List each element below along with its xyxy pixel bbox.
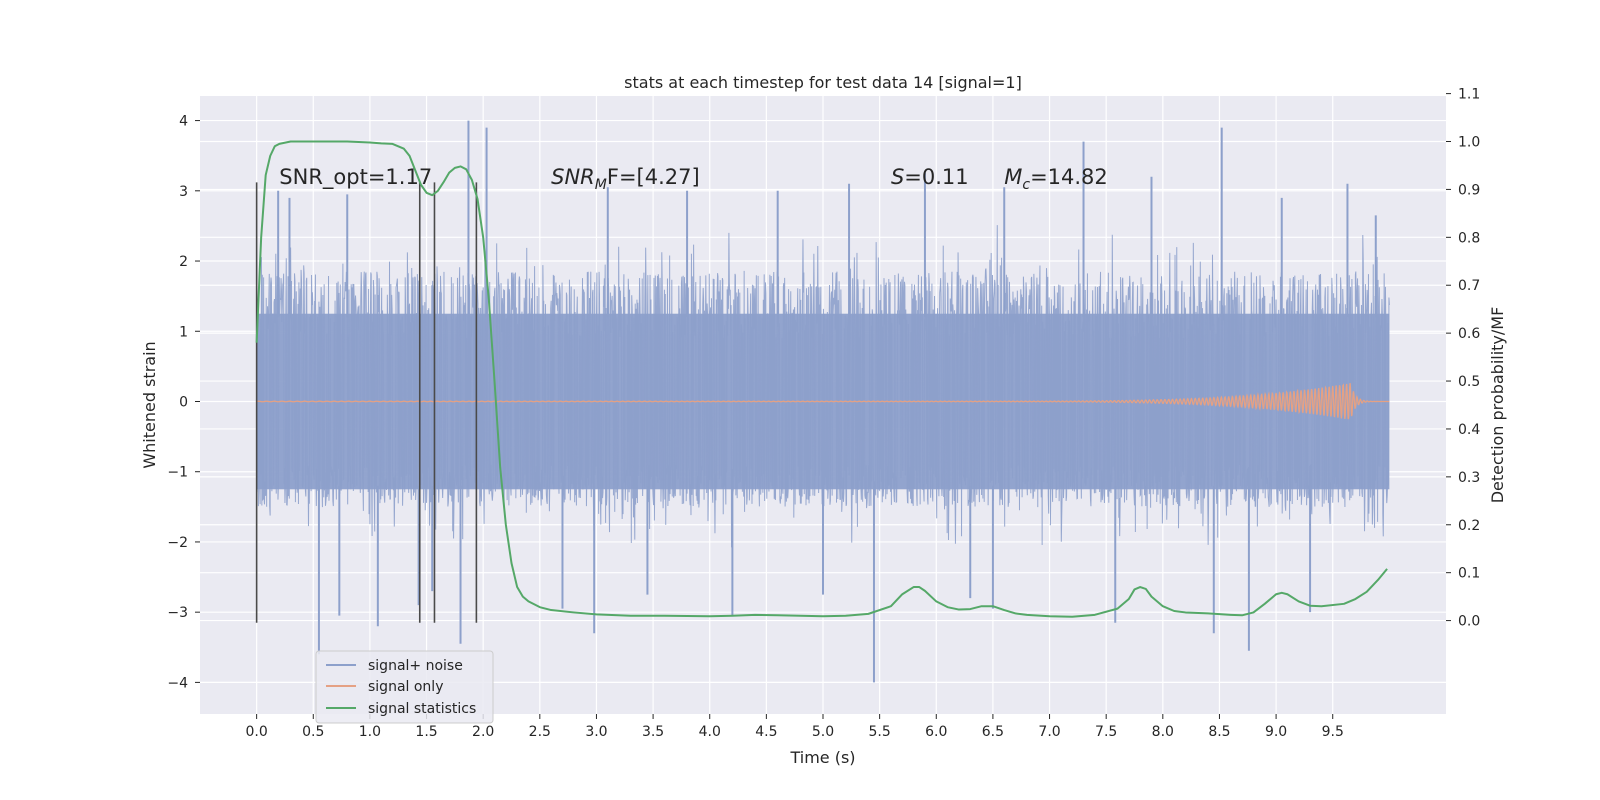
y-axis-label-right: Detection probability/MF [1488, 307, 1507, 504]
x-axis-label: Time (s) [789, 748, 855, 767]
x-tick-label-7: 3.5 [642, 724, 664, 740]
legend-label-signal-statistics: signal statistics [368, 701, 476, 717]
x-tick-label-2: 1.0 [359, 724, 381, 740]
y-right-tick-label-7: 0.7 [1458, 278, 1480, 294]
annotation-snr-mf: SNRMF=[4.27] [551, 165, 700, 193]
y-left-tick-label-1: −3 [167, 605, 188, 621]
y-right-tick-label-3: 0.3 [1458, 470, 1480, 486]
annotation-s-symbol: S [891, 165, 904, 189]
x-tick-label-13: 6.5 [982, 724, 1004, 740]
legend-box [315, 650, 494, 724]
x-tick-label-1: 0.5 [302, 724, 324, 740]
legend-label-signal-only: signal only [368, 679, 443, 695]
annotation-snr-opt: SNR_opt=1.17 [279, 165, 432, 190]
y-left-tick-label-0: −4 [167, 675, 188, 691]
x-tick-label-9: 4.5 [755, 724, 777, 740]
x-tick-label-18: 9.0 [1265, 724, 1287, 740]
x-tick-label-19: 9.5 [1322, 724, 1344, 740]
y-left-tick-label-2: −2 [167, 535, 188, 551]
annotation-mc-sub: c [1022, 177, 1030, 193]
y-right-tick-label-2: 0.2 [1458, 518, 1480, 534]
x-tick-label-16: 8.0 [1152, 724, 1174, 740]
y-right-tick-label-9: 0.9 [1458, 182, 1480, 198]
axis-ticks: 0.0 0.5 1.0 1.5 2.0 2.5 3.0 3.5 4.0 4.5 5.0 5.5 6.0 6… [167, 87, 1480, 740]
y-left-tick-label-3: −1 [167, 465, 188, 481]
x-tick-label-12: 6.0 [925, 724, 947, 740]
y-left-tick-label-4: 0 [179, 394, 188, 410]
x-tick-label-8: 4.0 [699, 724, 721, 740]
annotation-snr-mf-sub: M [595, 177, 607, 193]
x-tick-label-10: 5.0 [812, 724, 834, 740]
y-right-tick-label-4: 0.4 [1458, 422, 1480, 438]
signal-only-trace [256, 383, 1390, 420]
x-tick-label-6: 3.0 [585, 724, 607, 740]
annotation-snr-mf-base: SNR [551, 165, 595, 189]
y-left-tick-label-8: 4 [179, 114, 188, 130]
x-tick-label-15: 7.5 [1095, 724, 1117, 740]
y-right-tick-label-10: 1.0 [1458, 135, 1480, 151]
x-tick-label-4: 2.0 [472, 724, 494, 740]
legend-label-signal-noise: signal+ noise [368, 658, 463, 674]
annotation-s: S=0.11 [891, 165, 969, 189]
y-left-tick-label-6: 2 [179, 254, 188, 270]
y-right-tick-label-6: 0.6 [1458, 326, 1480, 342]
y-right-tick-label-8: 0.8 [1458, 230, 1480, 246]
annotation-s-tail: =0.11 [904, 165, 968, 189]
x-tick-label-0: 0.0 [246, 724, 268, 740]
series-signal-statistics [255, 140, 1388, 618]
y-axis-label-left: Whitened strain [140, 341, 159, 468]
chart-title: stats at each timestep for test data 14 … [624, 73, 1022, 92]
annotation-mc-tail: =14.82 [1030, 165, 1108, 189]
y-right-tick-label-11: 1.1 [1458, 87, 1480, 103]
y-left-tick-label-5: 1 [179, 324, 188, 340]
y-left-tick-label-7: 3 [179, 184, 188, 200]
x-tick-label-14: 7.0 [1038, 724, 1060, 740]
annotation-mc-base: M [1004, 165, 1022, 189]
annotation-snr-mf-tail: F=[4.27] [607, 165, 700, 189]
annotation-mc: Mc=14.82 [1004, 165, 1108, 193]
y-right-tick-label-1: 0.1 [1458, 566, 1480, 582]
vertical-markers [255, 182, 478, 623]
x-tick-label-3: 1.5 [415, 724, 437, 740]
x-tick-label-11: 5.5 [869, 724, 891, 740]
x-tick-label-5: 2.5 [529, 724, 551, 740]
y-right-tick-label-0: 0.0 [1458, 614, 1480, 630]
legend: signal+ noise signal only signal statist… [315, 650, 494, 724]
x-tick-label-17: 8.5 [1208, 724, 1230, 740]
series-signal-only [256, 383, 1390, 420]
statistics-line [255, 140, 1388, 618]
annotations: SNR_opt=1.17 SNRMF=[4.27] S=0.11 Mc=14.8… [279, 165, 1107, 193]
y-right-tick-label-5: 0.5 [1458, 374, 1480, 390]
